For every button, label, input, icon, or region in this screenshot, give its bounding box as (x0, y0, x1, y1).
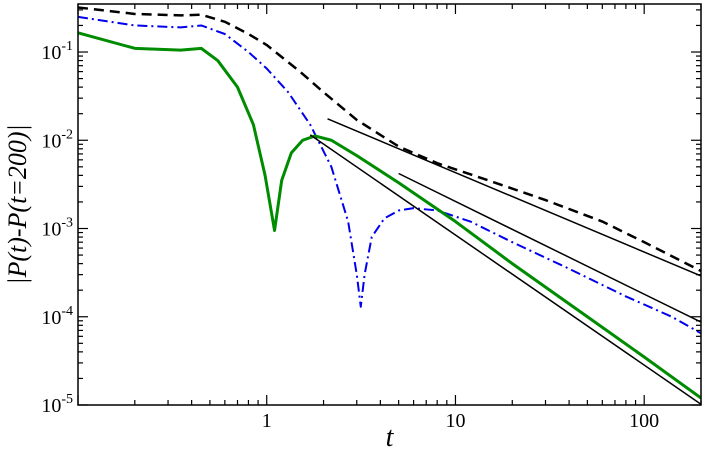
tick-labels-layer: 1 10 100 10-1 10-2 10-3 10-4 10-5 (41, 39, 659, 432)
series-reference-line-3 (309, 134, 701, 405)
y-tick-label: 10-5 (41, 392, 73, 417)
series-blue-dashdot-curve (78, 15, 701, 335)
ticks-layer (77, 4, 702, 406)
x-axis-label: t (386, 422, 395, 449)
series-dashed-black-curve (78, 6, 701, 273)
y-tick-label: 10-4 (41, 304, 73, 329)
series-reference-line-2 (398, 172, 701, 323)
x-tick-label: 1 (262, 410, 272, 432)
y-tick-label: 10-3 (41, 216, 73, 241)
x-tick-label: 100 (629, 410, 659, 432)
plot-frame (77, 3, 702, 406)
series-layer (78, 6, 701, 405)
y-axis-label: |P(t)-P(t=200)| (3, 124, 32, 284)
y-tick-label: 10-1 (41, 39, 73, 64)
series-green-solid-curve (78, 31, 701, 400)
y-tick-label: 10-2 (41, 127, 73, 152)
x-tick-label: 10 (445, 410, 465, 432)
series-reference-line-1 (327, 118, 701, 277)
